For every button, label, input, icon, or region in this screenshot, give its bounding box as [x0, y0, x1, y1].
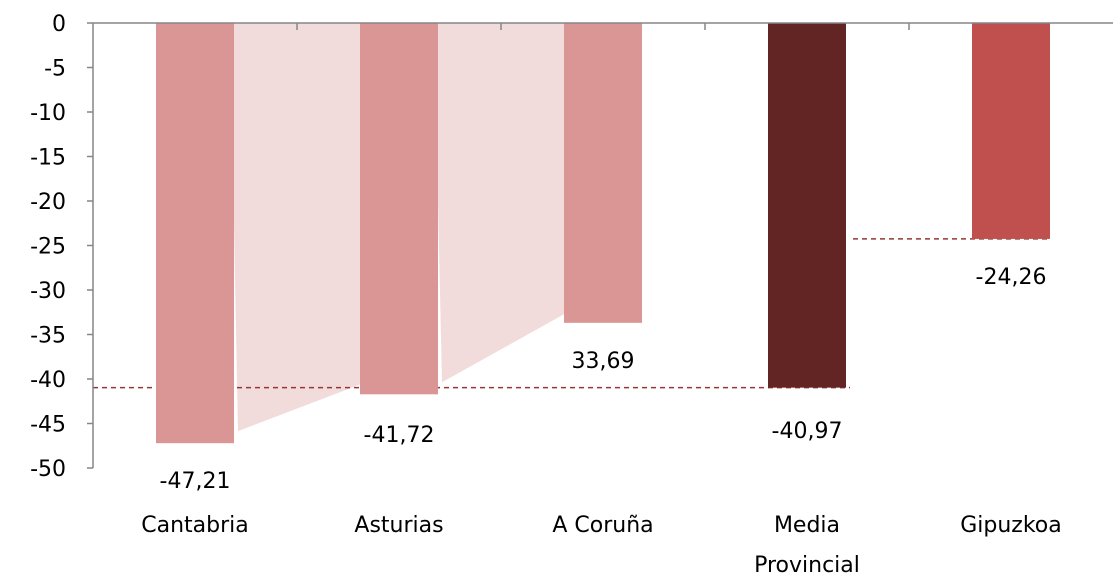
bar: [972, 23, 1050, 239]
y-tick-label: -45: [30, 413, 66, 438]
bar: [768, 23, 846, 388]
data-label: 33,69: [572, 349, 635, 374]
labels: 0 -5 -10 -15 -20 -25 -30 -35 -40 -45 -50 -47,21 -41,…: [30, 12, 1062, 578]
data-label: -24,26: [976, 265, 1047, 290]
connector-band: [230, 23, 366, 432]
data-label: -41,72: [364, 423, 435, 448]
y-tick-label: -15: [30, 146, 66, 171]
y-tick-label: -5: [44, 57, 66, 82]
category-label: Asturias: [354, 513, 443, 538]
connector-band: [434, 23, 570, 383]
bars: [156, 23, 1050, 444]
y-tick-label: -50: [30, 457, 66, 482]
category-label: A Coruña: [552, 513, 653, 538]
category-label: Gipuzkoa: [960, 513, 1062, 538]
y-tick-label: 0: [52, 12, 66, 37]
category-label: Cantabria: [141, 513, 249, 538]
category-label: Provincial: [754, 553, 860, 578]
data-label: -40,97: [772, 419, 843, 444]
bar: [564, 23, 642, 323]
axes: [87, 22, 1113, 469]
y-tick-label: -40: [30, 368, 66, 393]
connector-bands: [230, 23, 570, 432]
bar: [360, 23, 438, 395]
bar: [156, 23, 234, 444]
y-tick-label: -30: [30, 279, 66, 304]
y-tick-label: -25: [30, 235, 66, 260]
category-label: Media: [774, 513, 840, 538]
y-tick-label: -35: [30, 324, 66, 349]
y-tick-label: -20: [30, 190, 66, 215]
y-tick-label: -10: [30, 101, 66, 126]
data-label: -47,21: [160, 469, 231, 494]
